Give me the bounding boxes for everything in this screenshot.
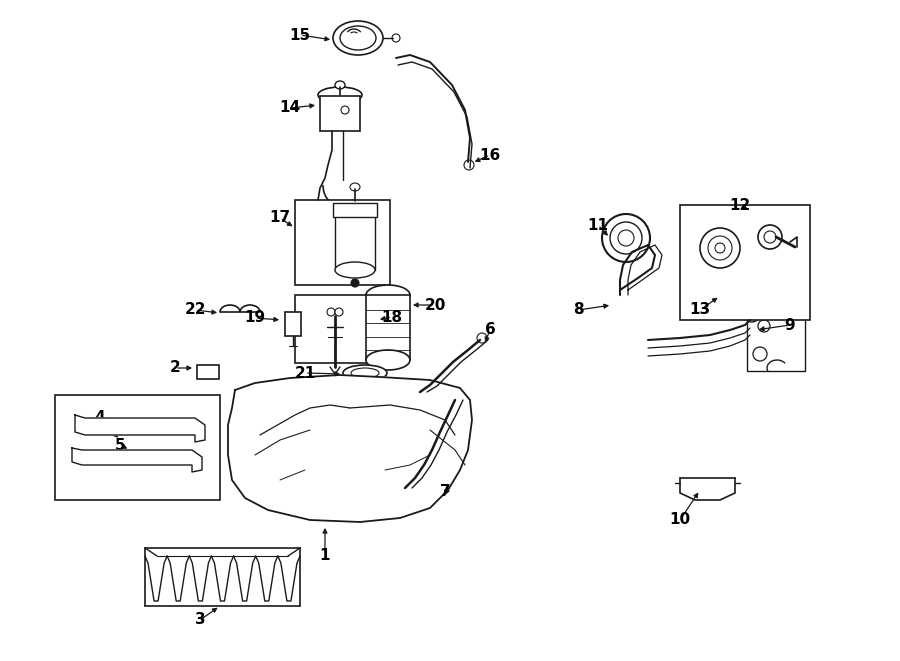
Circle shape [477, 333, 487, 343]
Circle shape [464, 160, 474, 170]
Polygon shape [72, 448, 202, 472]
Circle shape [602, 214, 650, 262]
Text: 13: 13 [689, 303, 711, 317]
Text: 21: 21 [294, 366, 316, 381]
Bar [295, 295, 377, 363]
Circle shape [327, 308, 335, 316]
Ellipse shape [335, 262, 375, 278]
Bar [295, 200, 390, 285]
Ellipse shape [318, 87, 362, 103]
Circle shape [700, 228, 740, 268]
Ellipse shape [350, 183, 360, 191]
Circle shape [419, 386, 429, 396]
Bar [55, 395, 220, 500]
Bar [320, 96, 360, 131]
Ellipse shape [335, 207, 375, 223]
Circle shape [335, 308, 343, 316]
Bar [747, 306, 805, 371]
Text: 16: 16 [480, 147, 500, 163]
Text: 15: 15 [290, 28, 310, 42]
Bar [335, 215, 375, 270]
Circle shape [764, 231, 776, 243]
Circle shape [758, 320, 770, 332]
Text: 9: 9 [785, 317, 796, 332]
Text: 7: 7 [440, 485, 450, 500]
Polygon shape [228, 375, 472, 522]
Circle shape [351, 279, 359, 287]
Ellipse shape [302, 383, 358, 407]
Ellipse shape [366, 285, 410, 305]
Circle shape [744, 306, 760, 322]
Text: 1: 1 [320, 547, 330, 563]
Text: 10: 10 [670, 512, 690, 527]
Text: 8: 8 [572, 303, 583, 317]
Text: 3: 3 [194, 613, 205, 627]
Circle shape [758, 225, 782, 249]
Text: 22: 22 [184, 303, 206, 317]
Text: 12: 12 [729, 198, 751, 212]
Ellipse shape [335, 81, 345, 89]
Bar [197, 365, 219, 379]
Text: 11: 11 [588, 217, 608, 233]
Bar [285, 312, 301, 336]
Text: 20: 20 [424, 297, 446, 313]
Circle shape [753, 347, 767, 361]
Ellipse shape [392, 34, 400, 42]
Text: 17: 17 [269, 210, 291, 225]
Ellipse shape [333, 21, 383, 55]
Bar [333, 203, 377, 217]
Text: 5: 5 [114, 438, 125, 453]
Circle shape [610, 222, 642, 254]
Polygon shape [75, 415, 205, 442]
Text: 4: 4 [94, 410, 105, 426]
Text: 14: 14 [279, 100, 301, 116]
Text: 18: 18 [382, 309, 402, 325]
Ellipse shape [351, 368, 379, 378]
Text: 6: 6 [484, 323, 495, 338]
Circle shape [715, 243, 725, 253]
Text: 19: 19 [245, 311, 266, 325]
Ellipse shape [366, 350, 410, 370]
Bar [305, 415, 385, 470]
Text: 2: 2 [169, 360, 180, 375]
Bar [680, 205, 810, 320]
Circle shape [708, 236, 732, 260]
Bar [366, 295, 410, 360]
Circle shape [618, 230, 634, 246]
Ellipse shape [343, 365, 387, 381]
